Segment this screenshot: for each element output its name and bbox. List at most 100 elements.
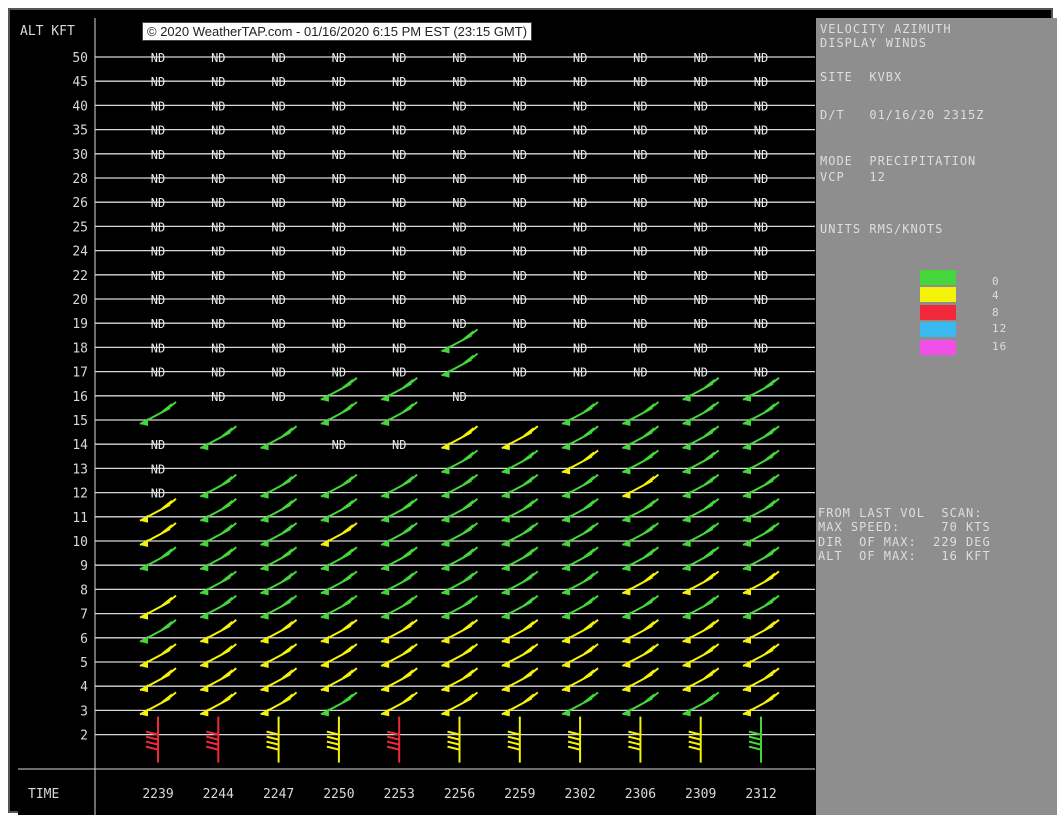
no-data-marker: ND	[633, 75, 647, 89]
max-dir-label: DIR OF MAX: 229 DEG	[818, 535, 991, 549]
no-data-marker: ND	[151, 245, 165, 259]
wind-barb	[561, 498, 599, 523]
no-data-marker: ND	[754, 51, 768, 65]
no-data-marker: ND	[754, 220, 768, 234]
wind-barb	[145, 716, 159, 763]
altitude-tick-label: 7	[80, 608, 88, 623]
wind-barb	[742, 619, 780, 644]
no-data-marker: ND	[332, 245, 346, 259]
no-data-marker: ND	[573, 220, 587, 234]
no-data-marker: ND	[573, 269, 587, 283]
wind-barb	[380, 377, 418, 402]
no-data-marker: ND	[392, 220, 406, 234]
no-data-marker: ND	[513, 341, 527, 355]
no-data-marker: ND	[392, 124, 406, 138]
wind-barb	[561, 691, 599, 717]
wind-barb	[742, 643, 780, 668]
no-data-marker: ND	[513, 366, 527, 380]
wind-barb	[561, 667, 599, 693]
no-data-marker: ND	[271, 51, 285, 65]
wind-barb	[621, 667, 660, 693]
no-data-marker: ND	[211, 99, 225, 113]
no-data-marker: ND	[754, 317, 768, 331]
altitude-tick-label: 30	[72, 148, 88, 163]
time-tick-label: 2250	[323, 787, 354, 802]
no-data-marker: ND	[633, 148, 647, 162]
wind-barb	[386, 716, 401, 763]
no-data-marker: ND	[151, 366, 165, 380]
wind-barb	[206, 716, 220, 763]
altitude-tick-label: 12	[72, 487, 88, 502]
no-data-marker: ND	[633, 124, 647, 138]
wind-barb	[260, 473, 298, 499]
no-data-marker: ND	[693, 220, 707, 234]
wind-barb	[199, 570, 237, 596]
no-data-marker: ND	[573, 124, 587, 138]
no-data-marker: ND	[211, 317, 225, 331]
no-data-marker: ND	[513, 317, 527, 331]
vcp-label: VCP 12	[820, 170, 886, 184]
wind-barb	[742, 449, 780, 475]
wind-barb	[199, 522, 237, 547]
wind-barb	[561, 473, 599, 499]
no-data-marker: ND	[211, 196, 225, 210]
wind-barb	[320, 546, 358, 572]
no-data-marker: ND	[151, 317, 165, 331]
altitude-tick-label: 11	[72, 511, 88, 526]
wind-barb	[621, 619, 660, 644]
wind-barb	[561, 425, 599, 451]
max-alt-label: ALT OF MAX: 16 KFT	[818, 549, 991, 563]
altitude-tick-label: 20	[72, 293, 88, 308]
legend-swatch-16	[920, 340, 956, 355]
no-data-marker: ND	[513, 51, 527, 65]
no-data-marker: ND	[754, 366, 768, 380]
altitude-tick-label: 35	[72, 124, 88, 139]
altitude-tick-label: 15	[72, 414, 88, 429]
no-data-marker: ND	[151, 75, 165, 89]
no-data-marker: ND	[151, 148, 165, 162]
no-data-marker: ND	[151, 51, 165, 65]
no-data-marker: ND	[633, 293, 647, 307]
wind-barb	[507, 716, 521, 763]
wind-barb	[621, 546, 660, 572]
site-label: SITE KVBX	[820, 70, 903, 84]
no-data-marker: ND	[271, 293, 285, 307]
wind-barb	[139, 546, 177, 572]
wind-barb	[199, 594, 237, 620]
wind-barb	[199, 667, 237, 693]
no-data-marker: ND	[754, 75, 768, 89]
no-data-marker: ND	[573, 172, 587, 186]
wind-barb	[199, 619, 237, 644]
no-data-marker: ND	[151, 269, 165, 283]
legend-value-0: 0	[992, 275, 1000, 288]
no-data-marker: ND	[513, 293, 527, 307]
wind-barb	[621, 498, 660, 523]
no-data-marker: ND	[151, 124, 165, 138]
no-data-marker: ND	[271, 269, 285, 283]
time-axis-title: TIME	[28, 787, 59, 802]
no-data-marker: ND	[271, 196, 285, 210]
no-data-marker: ND	[392, 293, 406, 307]
wind-barb	[447, 716, 461, 763]
wind-barb	[501, 449, 539, 475]
wind-barb	[441, 570, 479, 596]
no-data-marker: ND	[151, 172, 165, 186]
altitude-axis	[18, 18, 94, 813]
no-data-marker: ND	[332, 220, 346, 234]
wind-barb	[742, 522, 780, 547]
no-data-marker: ND	[513, 196, 527, 210]
wind-barb	[742, 401, 780, 426]
wind-barb	[621, 522, 660, 547]
no-data-marker: ND	[693, 51, 707, 65]
no-data-marker: ND	[332, 438, 346, 452]
wind-barb	[621, 643, 660, 668]
time-tick-label: 2244	[203, 787, 234, 802]
wind-barb	[139, 522, 177, 547]
no-data-marker: ND	[573, 341, 587, 355]
no-data-marker: ND	[452, 51, 466, 65]
wind-barb	[501, 570, 539, 596]
no-data-marker: ND	[211, 245, 225, 259]
no-data-marker: ND	[754, 269, 768, 283]
no-data-marker: ND	[573, 51, 587, 65]
no-data-marker: ND	[754, 148, 768, 162]
